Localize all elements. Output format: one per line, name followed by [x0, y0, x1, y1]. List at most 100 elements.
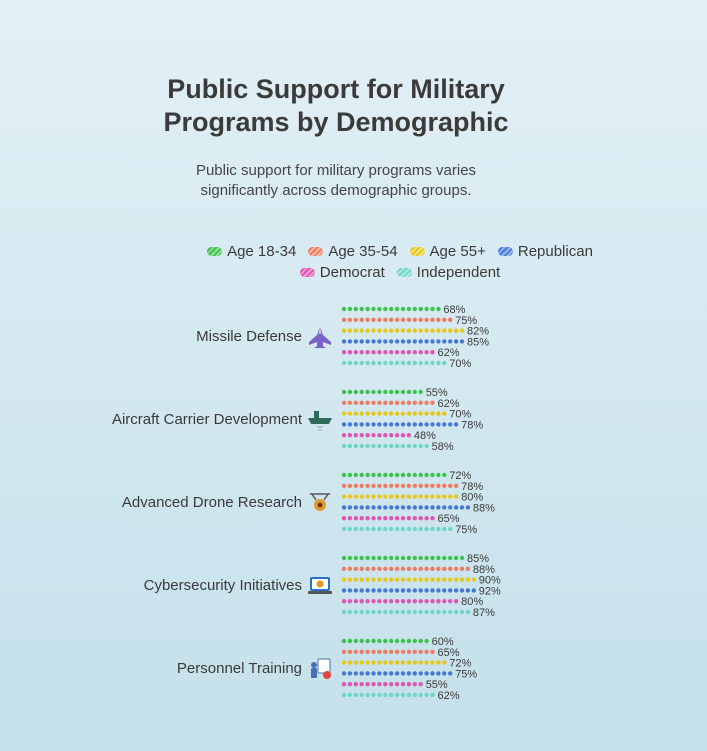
data-dot [424, 318, 428, 322]
data-dot [371, 411, 375, 415]
data-dot [436, 577, 440, 581]
data-dot [395, 307, 399, 311]
data-dot [365, 639, 369, 643]
data-dot [354, 411, 358, 415]
data-dot [407, 505, 411, 509]
data-dot [430, 505, 434, 509]
data-dot [401, 307, 405, 311]
data-dot [424, 339, 428, 343]
data-dot [407, 307, 411, 311]
data-dot [389, 422, 393, 426]
data-dot [407, 318, 411, 322]
data-dot [448, 328, 452, 332]
data-dot [442, 599, 446, 603]
data-dot [424, 444, 428, 448]
data-dot [419, 494, 423, 498]
data-dot [348, 567, 352, 571]
data-dot [407, 588, 411, 592]
data-dot [395, 390, 399, 394]
data-dot [407, 682, 411, 686]
data-dot [466, 567, 470, 571]
data-dot [377, 484, 381, 488]
data-dot [454, 328, 458, 332]
data-dot [365, 671, 369, 675]
data-dot [371, 361, 375, 365]
data-dot [365, 660, 369, 664]
data-dot [395, 660, 399, 664]
data-dot [389, 401, 393, 405]
data-dot [371, 390, 375, 394]
data-dot [342, 401, 346, 405]
data-dot [377, 682, 381, 686]
data-dot [424, 350, 428, 354]
data-dot [377, 361, 381, 365]
data-dot [460, 577, 464, 581]
data-dot [395, 567, 399, 571]
data-dot [348, 599, 352, 603]
data-dot [395, 361, 399, 365]
data-dot [430, 401, 434, 405]
data-dot [401, 328, 405, 332]
data-dot [365, 650, 369, 654]
data-dot [377, 328, 381, 332]
data-dot [448, 599, 452, 603]
data-dot [413, 556, 417, 560]
data-dot [419, 599, 423, 603]
data-dot [454, 610, 458, 614]
data-dot [395, 556, 399, 560]
data-dot [442, 660, 446, 664]
data-dot [419, 390, 423, 394]
data-dot [383, 390, 387, 394]
data-dot [389, 527, 393, 531]
data-dot [342, 577, 346, 581]
data-dot [401, 639, 405, 643]
data-dot [424, 693, 428, 697]
data-dot [413, 411, 417, 415]
data-dot [383, 577, 387, 581]
data-dot [348, 422, 352, 426]
data-dot [401, 588, 405, 592]
data-dot [424, 639, 428, 643]
data-dot [354, 339, 358, 343]
data-dot [407, 660, 411, 664]
data-dot [360, 599, 364, 603]
data-dot [401, 567, 405, 571]
data-dot [430, 328, 434, 332]
data-dot [371, 527, 375, 531]
data-dot [442, 318, 446, 322]
data-dot [348, 361, 352, 365]
value-label: 70% [449, 358, 471, 370]
value-label: 78% [461, 419, 483, 431]
category-label: Missile Defense [196, 328, 302, 345]
data-dot [436, 527, 440, 531]
data-dot [454, 556, 458, 560]
data-dot [365, 401, 369, 405]
data-dot [454, 599, 458, 603]
data-dot [383, 444, 387, 448]
data-dot [436, 484, 440, 488]
data-dot [360, 650, 364, 654]
data-dot [342, 556, 346, 560]
data-dot [419, 516, 423, 520]
data-dot [436, 588, 440, 592]
data-dot [430, 671, 434, 675]
data-dot [448, 577, 452, 581]
data-dot [354, 401, 358, 405]
data-dot [360, 516, 364, 520]
data-dot [419, 318, 423, 322]
data-dot [371, 433, 375, 437]
data-dot [436, 671, 440, 675]
data-dot [436, 422, 440, 426]
data-dot [360, 693, 364, 697]
data-dot [360, 567, 364, 571]
data-dot [424, 307, 428, 311]
data-dot [413, 610, 417, 614]
data-dot [348, 390, 352, 394]
trainer-icon [311, 659, 331, 679]
data-dot [348, 610, 352, 614]
data-dot [442, 577, 446, 581]
data-dot [436, 411, 440, 415]
data-dot [383, 527, 387, 531]
data-dot [389, 577, 393, 581]
data-dot [407, 433, 411, 437]
